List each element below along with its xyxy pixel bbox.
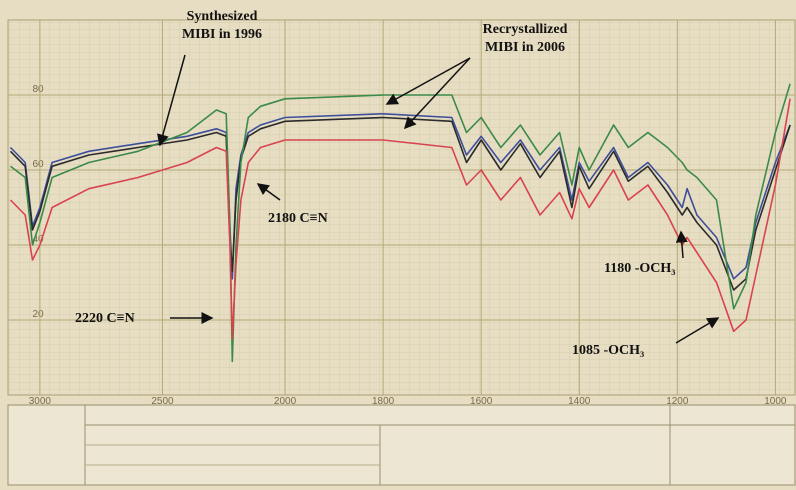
x-tick-label: 1000 [764,396,787,407]
x-tick-label: 1200 [666,396,689,407]
annotation: MIBI in 1996 [182,27,262,42]
annotation: 2220 C≡N [75,311,135,326]
x-tick-label: 1600 [470,396,493,407]
annotation: Synthesized [187,9,258,24]
annotation: 1180 -OCH₃ [604,261,675,276]
x-tick-label: 1800 [372,396,395,407]
y-tick-label: 60 [32,159,44,170]
y-tick-label: 20 [32,309,44,320]
y-tick-label: 80 [32,84,44,95]
annotation: Recrystallized [483,22,568,37]
form [8,405,795,485]
chart: 2040608030002500200018001600140012001000… [0,0,796,490]
annotation: 1085 -OCH₃ [572,343,644,358]
annotation: MIBI in 2006 [485,40,565,55]
x-tick-label: 2000 [274,396,297,407]
x-tick-label: 3000 [29,396,52,407]
annotation: 2180 C≡N [268,211,328,226]
x-tick-label: 2500 [151,396,174,407]
x-tick-label: 1400 [568,396,591,407]
